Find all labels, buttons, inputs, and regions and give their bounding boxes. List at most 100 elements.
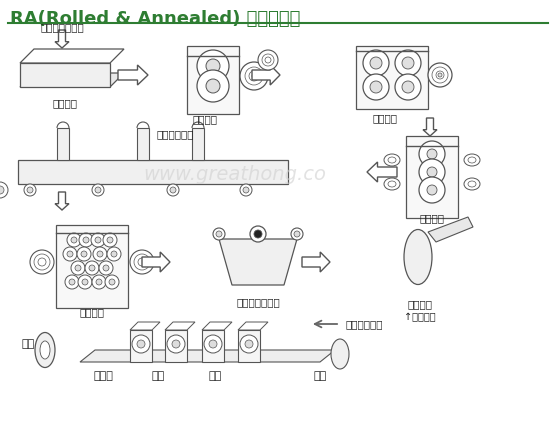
- Circle shape: [427, 149, 437, 159]
- Circle shape: [291, 228, 303, 240]
- Text: www.greathong.co: www.greathong.co: [143, 166, 326, 184]
- Circle shape: [78, 275, 92, 289]
- Polygon shape: [130, 330, 152, 362]
- Circle shape: [103, 265, 109, 271]
- Circle shape: [167, 184, 179, 196]
- Circle shape: [130, 250, 154, 274]
- Polygon shape: [238, 322, 268, 330]
- Circle shape: [132, 335, 150, 353]
- Text: 表面處理工程: 表面處理工程: [345, 319, 382, 329]
- Circle shape: [92, 184, 104, 196]
- Text: 前處理: 前處理: [93, 371, 113, 381]
- Circle shape: [240, 335, 258, 353]
- Polygon shape: [55, 192, 69, 210]
- Circle shape: [402, 81, 414, 93]
- Bar: [137, 128, 149, 160]
- Circle shape: [75, 265, 81, 271]
- Circle shape: [363, 50, 389, 76]
- FancyBboxPatch shape: [406, 136, 458, 218]
- Text: ↑原箔工程: ↑原箔工程: [404, 312, 436, 322]
- Circle shape: [197, 70, 229, 102]
- Text: RA(Rolled & Annealed) 銅生產流程: RA(Rolled & Annealed) 銅生產流程: [10, 10, 300, 28]
- Circle shape: [402, 57, 414, 69]
- Circle shape: [254, 230, 262, 238]
- Text: （脫脂、洗淨）: （脫脂、洗淨）: [236, 297, 280, 307]
- Text: 防鏽: 防鏽: [208, 371, 222, 381]
- Polygon shape: [165, 322, 195, 330]
- Circle shape: [105, 275, 119, 289]
- Circle shape: [206, 59, 220, 73]
- Circle shape: [395, 50, 421, 76]
- Circle shape: [0, 186, 4, 194]
- Polygon shape: [20, 73, 124, 87]
- Text: （溶層、鑄造）: （溶層、鑄造）: [40, 22, 84, 32]
- Polygon shape: [302, 252, 330, 272]
- Polygon shape: [55, 30, 69, 48]
- Circle shape: [30, 250, 54, 274]
- Polygon shape: [20, 49, 124, 63]
- Ellipse shape: [40, 341, 50, 359]
- Polygon shape: [252, 65, 280, 85]
- Circle shape: [206, 79, 220, 93]
- Circle shape: [419, 177, 445, 203]
- Ellipse shape: [384, 154, 400, 166]
- Circle shape: [419, 159, 445, 185]
- Circle shape: [363, 74, 389, 100]
- Circle shape: [197, 50, 229, 82]
- Ellipse shape: [384, 178, 400, 190]
- Circle shape: [107, 237, 113, 243]
- FancyBboxPatch shape: [56, 224, 128, 307]
- Circle shape: [109, 279, 115, 285]
- Ellipse shape: [404, 230, 432, 285]
- Circle shape: [91, 233, 105, 247]
- Circle shape: [27, 187, 33, 193]
- Ellipse shape: [331, 339, 349, 369]
- Text: 原箔: 原箔: [21, 339, 35, 349]
- Circle shape: [79, 233, 93, 247]
- Circle shape: [82, 279, 88, 285]
- Bar: [57, 128, 69, 160]
- Polygon shape: [130, 322, 160, 330]
- Polygon shape: [423, 118, 437, 136]
- Circle shape: [69, 279, 75, 285]
- Text: （精軋）: （精軋）: [80, 307, 105, 317]
- Text: （原箔）: （原箔）: [408, 299, 432, 309]
- Polygon shape: [202, 330, 224, 362]
- Circle shape: [370, 81, 382, 93]
- Circle shape: [250, 226, 266, 242]
- Circle shape: [85, 261, 99, 275]
- Polygon shape: [80, 350, 335, 362]
- Circle shape: [216, 231, 222, 237]
- FancyBboxPatch shape: [187, 46, 239, 114]
- Circle shape: [204, 335, 222, 353]
- Circle shape: [92, 275, 106, 289]
- Text: 成品: 成品: [314, 371, 326, 381]
- Circle shape: [209, 340, 217, 348]
- Polygon shape: [367, 162, 397, 182]
- Text: （面削）: （面削）: [372, 113, 398, 123]
- Circle shape: [103, 233, 117, 247]
- Circle shape: [81, 251, 87, 257]
- Circle shape: [170, 187, 176, 193]
- Polygon shape: [219, 239, 297, 285]
- Circle shape: [107, 247, 121, 261]
- Circle shape: [258, 50, 278, 70]
- Ellipse shape: [464, 154, 480, 166]
- Polygon shape: [202, 322, 232, 330]
- Circle shape: [95, 237, 101, 243]
- Circle shape: [137, 340, 145, 348]
- Circle shape: [83, 237, 89, 243]
- Circle shape: [93, 247, 107, 261]
- Circle shape: [99, 261, 113, 275]
- Circle shape: [427, 185, 437, 195]
- Circle shape: [419, 141, 445, 167]
- Circle shape: [67, 251, 73, 257]
- Polygon shape: [428, 217, 473, 242]
- Bar: [192, 128, 204, 160]
- Circle shape: [213, 228, 225, 240]
- Circle shape: [252, 74, 256, 78]
- Circle shape: [67, 233, 81, 247]
- Circle shape: [395, 74, 421, 100]
- Circle shape: [65, 275, 79, 289]
- Circle shape: [71, 261, 85, 275]
